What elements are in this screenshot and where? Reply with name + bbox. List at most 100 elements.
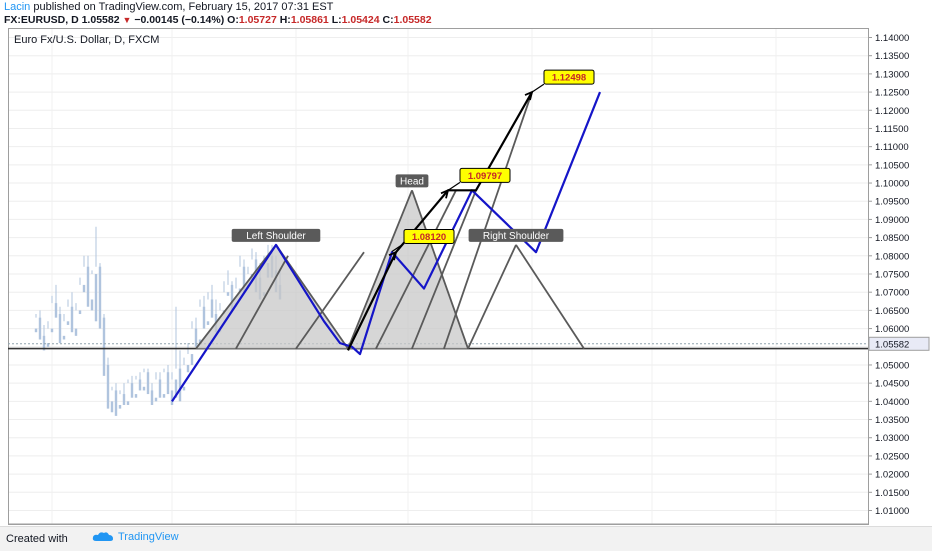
arrowhead-icon [388, 250, 398, 261]
high-label: H: [279, 14, 291, 26]
candle-body [210, 299, 214, 318]
y-tick-label: 1.06000 [875, 324, 909, 335]
pattern-line [295, 251, 365, 350]
tradingview-logo[interactable]: TradingView [92, 531, 179, 543]
price-label: 1.09797 [468, 171, 502, 182]
candle-body [70, 306, 74, 333]
footer: Created with TradingView [0, 526, 932, 551]
chart-title: Euro Fx/U.S. Dollar, D, FXCM [14, 34, 159, 46]
candle-body [226, 292, 230, 296]
cloud-icon [92, 532, 113, 541]
y-tick-label: 1.04500 [875, 379, 909, 390]
last-price-label: 1.05582 [875, 339, 909, 350]
open-label: O: [227, 14, 239, 26]
candle-body [122, 394, 126, 405]
pattern-fill [196, 244, 348, 349]
candle-body [42, 335, 46, 351]
y-tick-label: 1.08000 [875, 251, 909, 262]
y-tick-label: 1.07000 [875, 288, 909, 299]
last-price-box [868, 336, 930, 351]
candle-body [230, 284, 234, 311]
candle-body [94, 274, 98, 322]
candle-body [114, 390, 118, 416]
price-label: 1.08120 [412, 232, 446, 243]
x-axis: Dec2017FebMarAprMayJun [8, 523, 868, 525]
y-tick-label: 1.02500 [875, 451, 909, 462]
publish-info: Lacin published on TradingView.com, Febr… [4, 1, 333, 13]
y-tick-label: 1.04000 [875, 397, 909, 408]
projection-paths [171, 90, 602, 402]
y-tick-label: 1.02000 [875, 470, 909, 481]
candle-body [174, 379, 178, 398]
author-link[interactable]: Lacin [4, 1, 31, 13]
candle-body [58, 314, 62, 344]
candle-body [142, 386, 146, 391]
candle-body [134, 394, 138, 398]
candle-body [178, 368, 182, 402]
pattern-line [515, 244, 585, 350]
y-tick-label: 1.10000 [875, 179, 909, 190]
pattern-line [443, 91, 533, 349]
pattern-label: Right Shoulder [483, 231, 550, 242]
close-label: C: [382, 14, 394, 26]
price-chart[interactable]: Euro Fx/U.S. Dollar, D, FXCM Left Should… [0, 0, 932, 526]
down-triangle-icon: ▼ [122, 15, 132, 25]
candle-body [106, 364, 110, 409]
pattern-line [375, 189, 457, 349]
price-label-leader [391, 242, 405, 252]
y-tick-label: 1.03000 [875, 433, 909, 444]
pattern-label-box [395, 174, 429, 188]
candle-body [78, 310, 82, 315]
candle-body [74, 328, 78, 336]
pattern-line [347, 189, 413, 349]
candle-body [186, 364, 190, 373]
low-label: L: [331, 14, 342, 26]
symbol-info: FX:EURUSD, D 1.05582 ▼ −0.00145 (−0.14%)… [4, 14, 432, 26]
candle-body [242, 266, 246, 293]
candle-body [138, 379, 142, 391]
y-tick-label: 1.14000 [875, 33, 909, 44]
pattern-line [235, 255, 289, 350]
candle-body [62, 335, 66, 340]
created-with-text: Created with [6, 533, 68, 545]
symbol-name: FX:EURUSD, D [4, 14, 79, 26]
y-tick-label: 1.09000 [875, 215, 909, 226]
pattern-line [411, 189, 477, 349]
price-label-box [403, 228, 455, 244]
high-value: 1.05861 [290, 14, 329, 26]
candle-body [154, 397, 158, 402]
change-value: −0.00145 (−0.14%) [134, 14, 225, 26]
y-tick-label: 1.03500 [875, 415, 909, 426]
candle-body [170, 390, 174, 405]
y-tick-label: 1.12000 [875, 106, 909, 117]
low-value: 1.05424 [341, 14, 380, 26]
candle-body [206, 321, 210, 325]
grid [8, 29, 868, 524]
candle-body [130, 383, 134, 398]
annotation-labels: Left Shoulder Head Right Shoulder 1.08120 1.… [231, 69, 595, 252]
candle-body [158, 379, 162, 398]
close-value: 1.05582 [393, 14, 432, 26]
candle-body [82, 284, 86, 293]
pattern-label-box [468, 228, 564, 242]
y-tick-label: 1.12500 [875, 88, 909, 99]
y-tick-label: 1.11000 [875, 142, 909, 153]
y-tick-label: 1.05000 [875, 360, 909, 371]
candle-body [194, 328, 198, 347]
candle-body [90, 299, 94, 311]
pattern-line [195, 244, 277, 350]
blue-projection-path [171, 91, 602, 402]
y-tick-label: 1.11500 [875, 124, 909, 135]
open-value: 1.05727 [238, 14, 277, 26]
price-label-leader [531, 83, 545, 93]
y-tick-label: 1.08500 [875, 233, 909, 244]
candle-body [38, 317, 42, 340]
candle-body [166, 372, 170, 395]
candle-body [146, 372, 150, 395]
y-tick-label: 1.01500 [875, 488, 909, 499]
candle-body [102, 317, 106, 376]
pattern-label: Head [400, 176, 424, 187]
y-tick-label: 1.01000 [875, 506, 909, 517]
pattern-label-box [231, 228, 321, 242]
y-axis: 1.14000 1.13500 1.13000 1.12500 1.12000 1.115… [868, 33, 930, 517]
